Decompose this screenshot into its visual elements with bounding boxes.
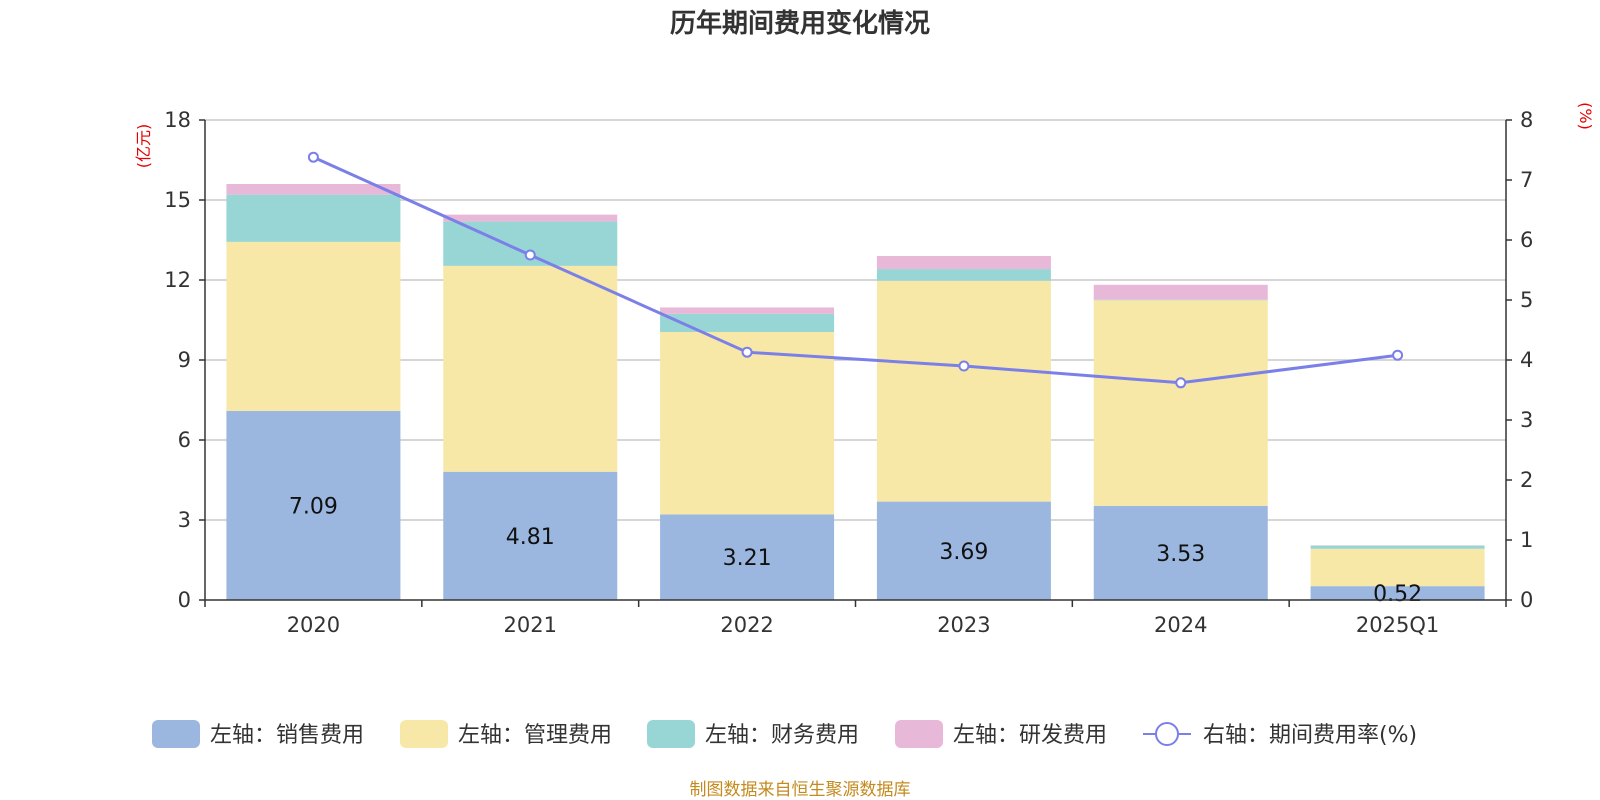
legend-swatch	[895, 720, 943, 748]
right-tick-label: 3	[1520, 408, 1533, 432]
right-tick-label: 4	[1520, 348, 1533, 372]
left-tick-label: 15	[164, 188, 191, 212]
legend-swatch	[400, 720, 448, 748]
rate-line	[307, 151, 1404, 389]
legend-label: 左轴：销售费用	[210, 723, 364, 748]
x-tick-label: 2021	[504, 613, 557, 637]
x-tick-label: 2022	[720, 613, 773, 637]
bar-segment	[660, 313, 835, 332]
bar-segment	[660, 307, 835, 314]
bar-value-label: 3.69	[939, 540, 988, 565]
right-tick-label: 5	[1520, 288, 1533, 312]
legend-label: 左轴：研发费用	[953, 723, 1107, 748]
rate-line-point	[958, 360, 970, 372]
bar-segment	[1310, 586, 1485, 600]
right-tick-label: 1	[1520, 528, 1533, 552]
legend-swatch	[647, 720, 695, 748]
left-tick-label: 12	[164, 268, 191, 292]
left-tick-label: 3	[178, 508, 191, 532]
x-tick-label: 2024	[1154, 613, 1207, 637]
right-tick-label: 2	[1520, 468, 1533, 492]
bar-segment	[1093, 505, 1268, 600]
bar-segment	[660, 514, 835, 600]
bar-segment	[226, 241, 401, 411]
left-tick-label: 0	[178, 588, 191, 612]
bar-segment	[226, 184, 401, 195]
right-tick-label: 8	[1520, 108, 1533, 132]
bar-value-label: 4.81	[506, 525, 555, 550]
legend-swatch	[152, 720, 200, 748]
right-tick-label: 0	[1520, 588, 1533, 612]
legend-label: 左轴：管理费用	[458, 723, 612, 748]
left-tick-label: 9	[178, 348, 191, 372]
rate-line-point	[1392, 349, 1404, 361]
bar-segment	[226, 410, 401, 600]
legend-marker	[1155, 722, 1179, 746]
source-note: 制图数据来自恒生聚源数据库	[690, 780, 911, 800]
x-tick-label: 2023	[937, 613, 990, 637]
left-tick-label: 6	[178, 428, 191, 452]
bar-labels: 7.09 4.81 3.21 3.69 3.53 0.52	[289, 494, 1422, 607]
bar-segment	[876, 280, 1051, 502]
right-tick-label: 7	[1520, 168, 1533, 192]
bar-segment	[876, 269, 1051, 281]
bar-segment	[226, 194, 401, 242]
bar-segment	[1093, 300, 1268, 506]
x-tick-label: 2020	[287, 613, 340, 637]
x-tick-label: 2025Q1	[1356, 613, 1439, 637]
legend-label: 右轴：期间费用率(%)	[1203, 723, 1417, 748]
bars	[226, 184, 1485, 600]
bar-segment	[1093, 284, 1268, 300]
bar-value-label: 0.52	[1373, 582, 1422, 607]
bar-segment	[1093, 299, 1268, 301]
bar-segment	[876, 501, 1051, 600]
bar-value-label: 3.21	[723, 546, 772, 571]
rate-line-point	[1175, 377, 1187, 389]
rate-line-path	[312, 155, 1398, 385]
bar-segment	[443, 214, 618, 222]
legend-label: 左轴：财务费用	[705, 723, 859, 748]
rate-line-point	[524, 249, 536, 261]
legend: 左轴：销售费用 左轴：管理费用 左轴：财务费用 左轴：研发费用 右轴：期间费用率(%)	[152, 720, 1417, 748]
right-tick-label: 6	[1520, 228, 1533, 252]
rate-line-point	[741, 346, 753, 358]
left-tick-label: 18	[164, 108, 191, 132]
bar-value-label: 3.53	[1156, 542, 1205, 567]
bar-segment	[443, 265, 618, 472]
left-axis-unit: (亿元)	[134, 124, 153, 169]
bar-value-label: 7.09	[289, 494, 338, 519]
bar-segment	[1310, 545, 1485, 549]
bar-segment	[876, 256, 1051, 270]
rate-line-point	[307, 151, 319, 163]
bar-segment	[443, 471, 618, 600]
bar-segment	[660, 332, 835, 515]
right-axis-unit: (%)	[1576, 102, 1595, 130]
bar-segment	[1310, 548, 1485, 587]
chart-title: 历年期间费用变化情况	[670, 8, 930, 39]
